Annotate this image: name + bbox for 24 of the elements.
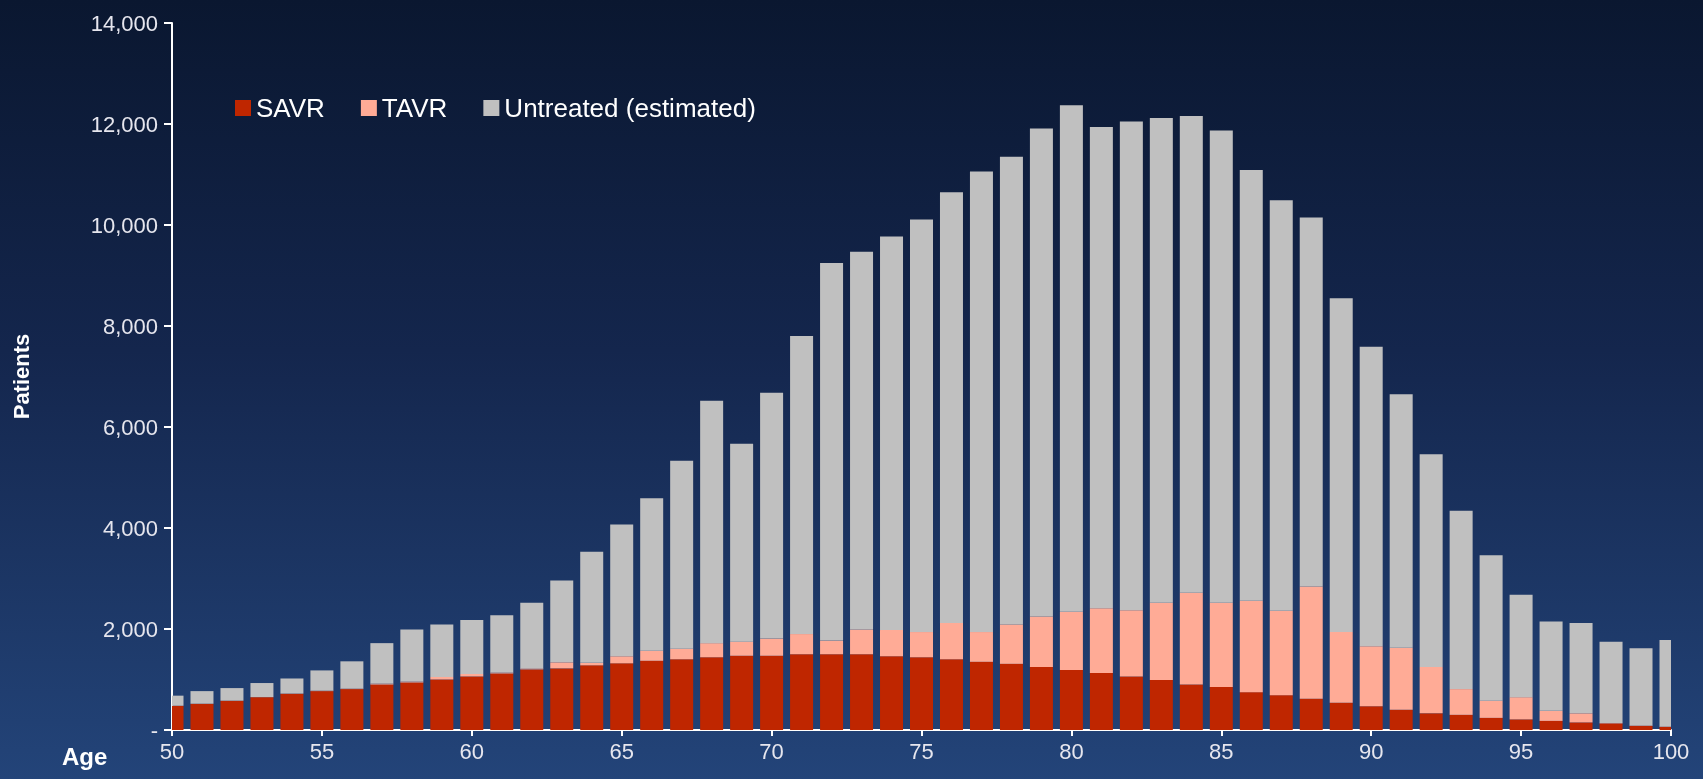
x-axis-title: Age xyxy=(62,742,108,770)
x-tick-label: 75 xyxy=(909,738,934,764)
x-tick-label: 95 xyxy=(1508,738,1534,764)
x-tick-label: 60 xyxy=(459,738,485,764)
y-tick-label: 2,000 xyxy=(102,616,158,642)
legend-label: Untreated (estimated) xyxy=(504,93,756,123)
y-tick-label: 4,000 xyxy=(102,515,158,541)
y-tick-label: 8,000 xyxy=(102,313,158,339)
x-tick-label: 65 xyxy=(609,738,634,764)
y-tick-label: 10,000 xyxy=(90,212,158,238)
x-tick-label: 55 xyxy=(309,738,335,764)
y-tick-label: 12,000 xyxy=(90,111,158,137)
x-tick-label: 100 xyxy=(1652,738,1690,764)
x-tick-label: 90 xyxy=(1358,738,1384,764)
x-tick-label: 50 xyxy=(159,738,185,764)
y-tick-label: - xyxy=(150,717,158,743)
y-axis-title: Patients xyxy=(8,333,34,420)
x-tick-label: 85 xyxy=(1209,738,1234,764)
y-tick-label: 6,000 xyxy=(102,414,158,440)
legend-label: SAVR xyxy=(256,93,325,123)
x-tick-label: 80 xyxy=(1059,738,1084,764)
x-tick-label: 70 xyxy=(759,738,784,764)
legend-label: TAVR xyxy=(381,93,448,123)
y-tick-label: 14,000 xyxy=(90,10,158,36)
